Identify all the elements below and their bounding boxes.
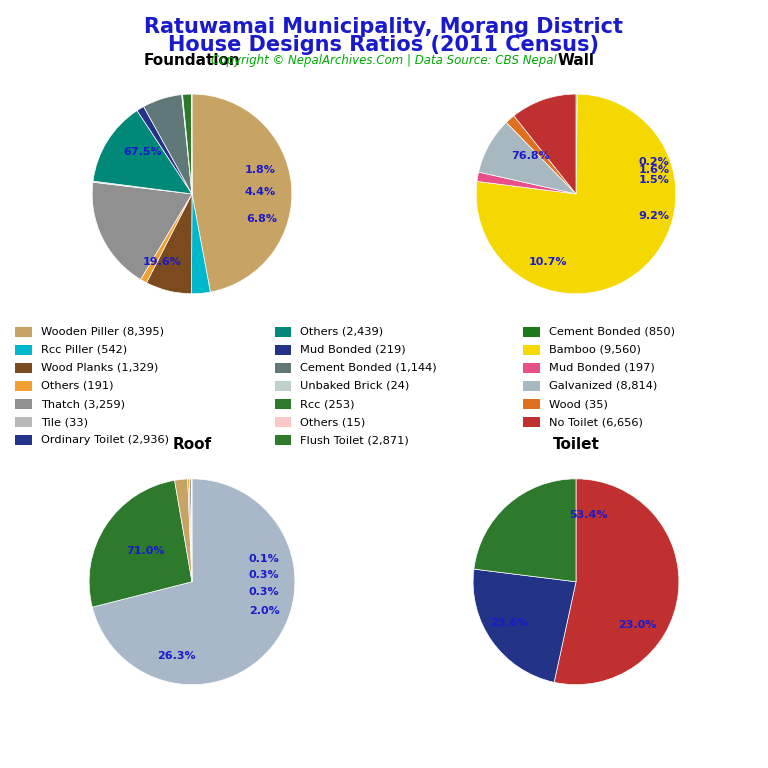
- Text: 23.6%: 23.6%: [490, 618, 528, 628]
- Wedge shape: [506, 116, 576, 194]
- Bar: [15, 326, 31, 336]
- Bar: [275, 399, 291, 409]
- Wedge shape: [473, 569, 576, 682]
- Text: Wood Planks (1,329): Wood Planks (1,329): [41, 362, 158, 372]
- Text: 26.3%: 26.3%: [157, 650, 196, 660]
- Wedge shape: [192, 94, 292, 292]
- Text: Bamboo (9,560): Bamboo (9,560): [549, 345, 641, 355]
- Wedge shape: [92, 182, 192, 280]
- Text: Others (15): Others (15): [300, 417, 366, 427]
- Text: Rcc (253): Rcc (253): [300, 399, 355, 409]
- Title: Foundation: Foundation: [144, 53, 240, 68]
- Wedge shape: [93, 111, 192, 194]
- Text: Ratuwamai Municipality, Morang District: Ratuwamai Municipality, Morang District: [144, 17, 624, 37]
- Wedge shape: [476, 94, 676, 293]
- Text: 19.6%: 19.6%: [143, 257, 181, 266]
- Text: 2.0%: 2.0%: [249, 606, 280, 616]
- Text: Unbaked Brick (24): Unbaked Brick (24): [300, 381, 409, 391]
- Text: 67.5%: 67.5%: [123, 147, 161, 157]
- Bar: [15, 435, 31, 445]
- Wedge shape: [147, 194, 192, 293]
- Text: Galvanized (8,814): Galvanized (8,814): [549, 381, 657, 391]
- Text: Flush Toilet (2,871): Flush Toilet (2,871): [300, 435, 409, 445]
- Text: 10.7%: 10.7%: [529, 257, 568, 266]
- Wedge shape: [92, 479, 295, 684]
- Wedge shape: [191, 194, 210, 293]
- Bar: [275, 435, 291, 445]
- Wedge shape: [474, 478, 576, 582]
- Title: Wall: Wall: [558, 53, 594, 68]
- Text: Copyright © NepalArchives.Com | Data Source: CBS Nepal: Copyright © NepalArchives.Com | Data Sou…: [211, 54, 557, 67]
- Text: 1.5%: 1.5%: [638, 175, 669, 185]
- Title: Roof: Roof: [173, 437, 211, 452]
- Text: 23.0%: 23.0%: [618, 620, 657, 630]
- Title: Toilet: Toilet: [552, 437, 600, 452]
- Wedge shape: [554, 479, 679, 684]
- Text: Others (191): Others (191): [41, 381, 114, 391]
- Wedge shape: [576, 94, 578, 194]
- Bar: [523, 326, 540, 336]
- Wedge shape: [174, 479, 192, 582]
- Text: Mud Bonded (197): Mud Bonded (197): [549, 362, 654, 372]
- Bar: [523, 417, 540, 427]
- Text: 1.6%: 1.6%: [638, 165, 670, 175]
- Text: Ordinary Toilet (2,936): Ordinary Toilet (2,936): [41, 435, 169, 445]
- Wedge shape: [183, 94, 192, 194]
- Text: Wood (35): Wood (35): [549, 399, 607, 409]
- Text: 0.3%: 0.3%: [249, 587, 280, 597]
- Bar: [15, 381, 31, 391]
- Text: 4.4%: 4.4%: [244, 187, 276, 197]
- Text: Mud Bonded (219): Mud Bonded (219): [300, 345, 406, 355]
- Bar: [15, 345, 31, 355]
- Wedge shape: [187, 479, 192, 582]
- Bar: [523, 345, 540, 355]
- Bar: [275, 362, 291, 372]
- Wedge shape: [144, 94, 192, 194]
- Text: 71.0%: 71.0%: [127, 546, 165, 556]
- Bar: [15, 417, 31, 427]
- Text: Thatch (3,259): Thatch (3,259): [41, 399, 124, 409]
- Wedge shape: [137, 107, 192, 194]
- Text: 0.3%: 0.3%: [249, 570, 280, 580]
- Text: 6.8%: 6.8%: [247, 214, 277, 224]
- Wedge shape: [141, 194, 192, 283]
- Wedge shape: [191, 479, 192, 582]
- Text: 1.8%: 1.8%: [244, 165, 276, 175]
- Bar: [523, 381, 540, 391]
- Text: Rcc Piller (542): Rcc Piller (542): [41, 345, 127, 355]
- Text: House Designs Ratios (2011 Census): House Designs Ratios (2011 Census): [168, 35, 600, 55]
- Bar: [275, 417, 291, 427]
- Wedge shape: [478, 122, 576, 194]
- Text: Cement Bonded (850): Cement Bonded (850): [549, 326, 675, 336]
- Wedge shape: [477, 172, 576, 194]
- Text: 0.1%: 0.1%: [249, 554, 280, 564]
- Text: Cement Bonded (1,144): Cement Bonded (1,144): [300, 362, 437, 372]
- Bar: [275, 326, 291, 336]
- Text: 76.8%: 76.8%: [511, 151, 551, 161]
- Bar: [15, 399, 31, 409]
- Wedge shape: [514, 94, 576, 194]
- Text: Others (2,439): Others (2,439): [300, 326, 383, 336]
- Text: 0.2%: 0.2%: [638, 157, 669, 167]
- Wedge shape: [190, 479, 192, 582]
- Text: 9.2%: 9.2%: [638, 211, 670, 221]
- Bar: [275, 345, 291, 355]
- Wedge shape: [182, 94, 192, 194]
- Text: Wooden Piller (8,395): Wooden Piller (8,395): [41, 326, 164, 336]
- Text: 53.4%: 53.4%: [569, 510, 607, 520]
- Text: Tile (33): Tile (33): [41, 417, 88, 427]
- Bar: [15, 362, 31, 372]
- Bar: [275, 381, 291, 391]
- Wedge shape: [89, 480, 192, 607]
- Wedge shape: [93, 181, 192, 194]
- Bar: [523, 362, 540, 372]
- Bar: [523, 399, 540, 409]
- Text: No Toilet (6,656): No Toilet (6,656): [549, 417, 643, 427]
